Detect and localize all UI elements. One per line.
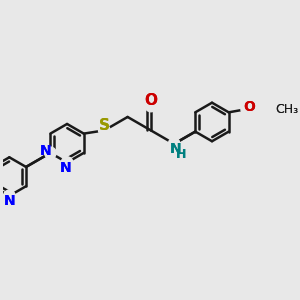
Text: N: N (4, 194, 15, 208)
Circle shape (45, 147, 56, 159)
Text: H: H (176, 148, 186, 160)
Text: N: N (169, 142, 181, 156)
Text: O: O (144, 93, 158, 108)
Text: N: N (39, 144, 51, 158)
Circle shape (168, 138, 180, 150)
Text: N: N (169, 142, 181, 156)
Text: N: N (39, 144, 51, 158)
Text: N: N (60, 161, 72, 175)
Text: CH₃: CH₃ (276, 103, 299, 116)
Text: O: O (243, 100, 255, 114)
Text: O: O (144, 93, 158, 108)
Circle shape (241, 103, 253, 115)
Text: S: S (99, 118, 110, 133)
Text: CH₃: CH₃ (276, 103, 299, 116)
Circle shape (4, 190, 15, 202)
Text: H: H (176, 148, 186, 160)
Text: O: O (243, 100, 255, 114)
Text: N: N (60, 161, 72, 175)
Circle shape (98, 124, 110, 136)
Circle shape (145, 100, 157, 112)
Circle shape (61, 157, 73, 168)
Text: N: N (4, 194, 15, 208)
Text: S: S (99, 118, 110, 133)
